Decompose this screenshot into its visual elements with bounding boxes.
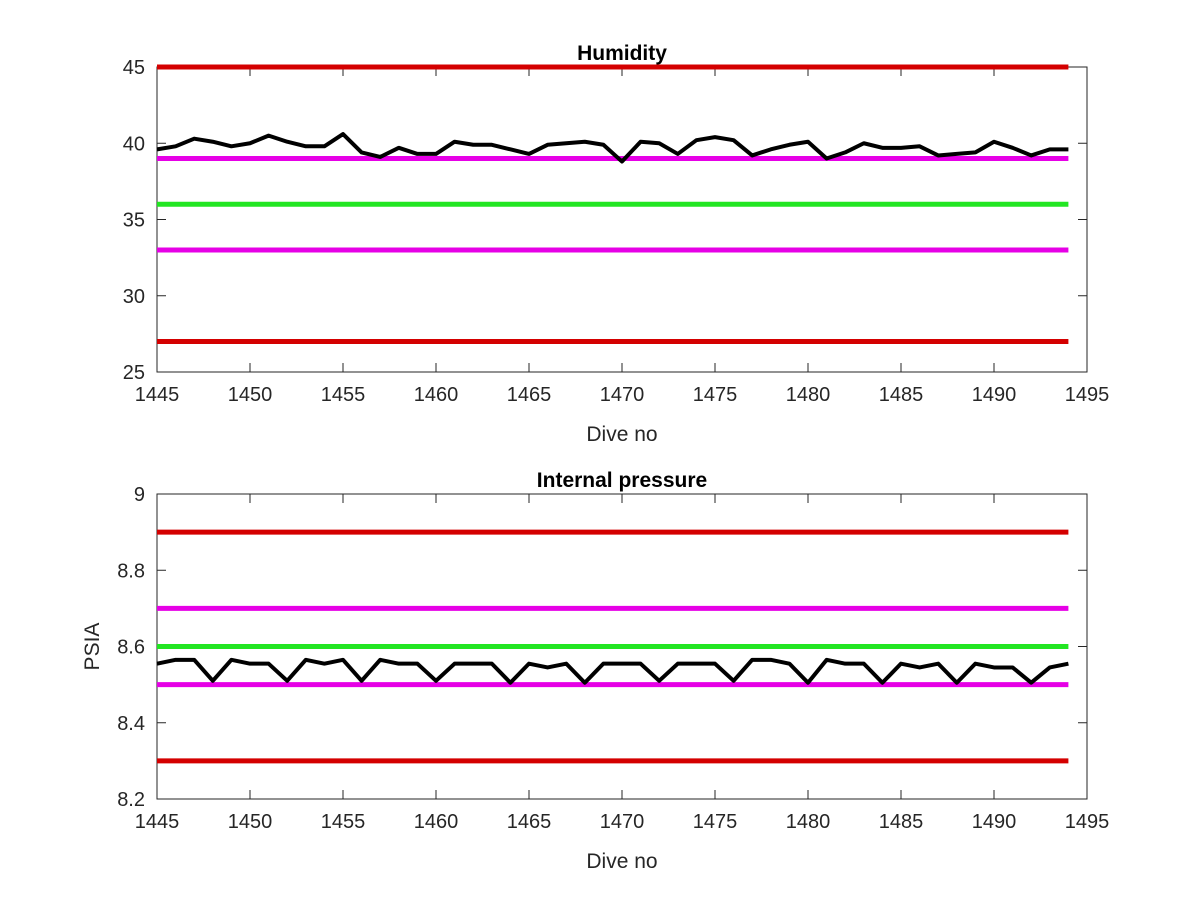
y-tick-label: 45: [123, 57, 145, 79]
internal-pressure-chart: 1445 1450 1455 1460 1465 1470 1475 1480 1485 1490…: [81, 469, 1109, 873]
y-tick-label: 40: [123, 133, 145, 155]
x-tick-label: 1450: [228, 811, 273, 833]
x-tick-label: 1470: [600, 811, 645, 833]
x-tick-label: 1455: [321, 384, 366, 406]
x-tick-label: 1495: [1065, 811, 1110, 833]
x-tick-label: 1480: [786, 384, 831, 406]
x-tick-label: 1485: [879, 811, 924, 833]
x-tick-label: 1460: [414, 811, 459, 833]
x-tick-label: 1485: [879, 384, 924, 406]
y-tick-label: 8.8: [117, 560, 145, 582]
x-tick-label: 1495: [1065, 384, 1110, 406]
x-tick-label: 1460: [414, 384, 459, 406]
x-tick-label: 1445: [135, 811, 180, 833]
chart-title: Internal pressure: [537, 469, 707, 492]
y-tick-label: 8.2: [117, 789, 145, 811]
y-tick-label: 9: [134, 484, 145, 506]
x-tick-label: 1475: [693, 384, 738, 406]
series-line: [156, 132, 1069, 164]
x-tick-label: 1490: [972, 384, 1017, 406]
y-axis-label: PSIA: [81, 623, 104, 671]
x-tick-label: 1465: [507, 811, 552, 833]
x-tick-label: 1445: [135, 384, 180, 406]
plot-area: [156, 66, 1088, 373]
chart-title: Humidity: [577, 42, 667, 65]
series-line: [156, 657, 1069, 685]
y-tick-label: 8.6: [117, 637, 145, 659]
x-tick-label: 1470: [600, 384, 645, 406]
y-tick-label: 25: [123, 362, 145, 384]
y-tick-label: 35: [123, 210, 145, 232]
x-tick-label: 1475: [693, 811, 738, 833]
x-tick-label: 1450: [228, 384, 273, 406]
y-tick-label: 30: [123, 286, 145, 308]
x-tick-label: 1465: [507, 384, 552, 406]
x-tick-label: 1480: [786, 811, 831, 833]
x-tick-label: 1490: [972, 811, 1017, 833]
y-tick-label: 8.4: [117, 713, 145, 735]
x-axis-label: Dive no: [586, 423, 657, 446]
x-tick-label: 1455: [321, 811, 366, 833]
humidity-chart: 1445 1450 1455 1460 1465 1470 1475 1480 1485 1490…: [123, 42, 1110, 446]
x-axis-label: Dive no: [586, 850, 657, 873]
